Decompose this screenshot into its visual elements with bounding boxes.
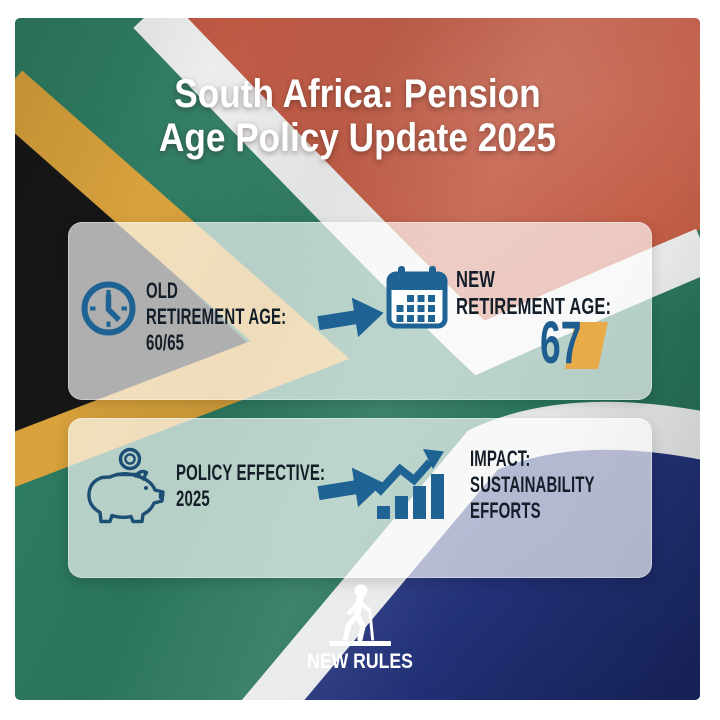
impact-label: IMPACT: SUSTAINABILITY EFFORTS	[470, 446, 595, 524]
policy-year-value: 2025	[176, 486, 210, 511]
card-retirement-age: OLD RETIREMENT AGE: 60/65 NEW RETIREMENT…	[68, 222, 652, 400]
label-line: NEW	[456, 266, 496, 292]
calendar-day-dots	[396, 295, 435, 322]
new-retirement-age-label: NEW RETIREMENT AGE:	[456, 266, 611, 320]
old-retirement-age-label: OLD RETIREMENT AGE: 60/65	[146, 278, 286, 356]
label-line: RETIREMENT AGE:	[456, 293, 612, 319]
label-line: OLD	[146, 278, 178, 303]
page-title: South Africa: Pension Age Policy Update …	[56, 72, 659, 160]
title-line-1: South Africa: Pension	[174, 72, 541, 116]
elderly-person-with-cane-icon	[342, 584, 375, 642]
right-arrow-icon	[317, 297, 384, 338]
card-policy-impact: POLICY EFFECTIVE: 2025 IMPACT: SUSTAINAB…	[68, 418, 652, 578]
old-age-value: 60/65	[146, 330, 185, 355]
title-line-2: Age Policy Update 2025	[158, 116, 557, 160]
label-line: POLICY EFFECTIVE:	[176, 460, 326, 485]
label-line: EFFORTS	[470, 498, 541, 523]
calendar-icon	[386, 266, 448, 329]
new-age-value: 67	[540, 309, 582, 376]
right-arrow-icon	[317, 467, 384, 508]
label-line: RETIREMENT AGE:	[146, 304, 287, 329]
new-rules-label: NEW RULES	[307, 650, 413, 673]
ground-line	[329, 641, 391, 646]
label-line: IMPACT:	[470, 446, 531, 471]
bar-chart-trend-icon	[375, 449, 444, 519]
clock-icon	[81, 281, 136, 336]
piggy-bank-icon	[87, 447, 165, 524]
policy-effective-label: POLICY EFFECTIVE: 2025	[176, 460, 325, 512]
label-line: SUSTAINABILITY	[470, 472, 595, 497]
